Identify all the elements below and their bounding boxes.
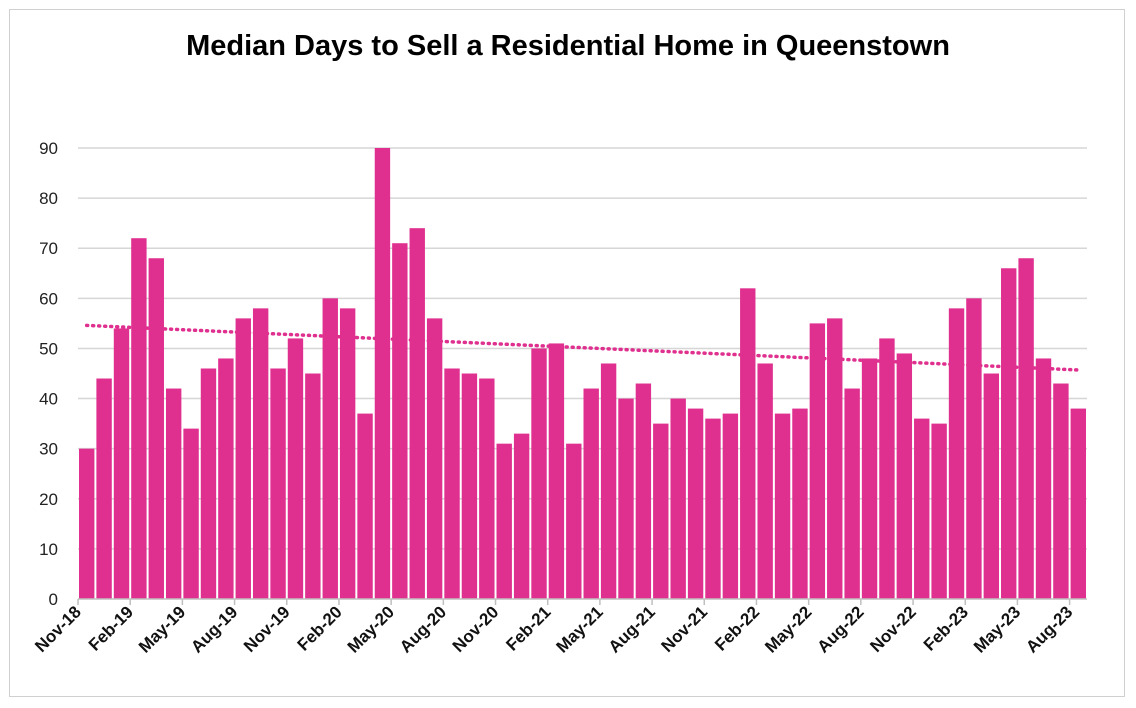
x-tick-label: Nov-20: [449, 602, 503, 656]
bar: [548, 343, 565, 599]
bar: [1018, 258, 1034, 599]
bar: [531, 348, 547, 599]
bar: [252, 308, 269, 599]
bar: [740, 288, 756, 599]
bar: [148, 258, 164, 599]
bar: [426, 318, 443, 599]
x-tick-label: Feb-19: [85, 602, 137, 654]
bar: [496, 443, 512, 599]
x-tick-label: May-23: [970, 602, 1024, 656]
bar: [357, 413, 373, 599]
bar: [113, 328, 130, 599]
trendline: [84, 323, 1081, 372]
bar: [618, 398, 634, 599]
bar: [931, 423, 947, 599]
bar: [96, 378, 112, 599]
x-tick-label: May-22: [761, 602, 815, 656]
bar: [879, 338, 895, 599]
bar: [479, 378, 495, 599]
bar: [374, 148, 391, 599]
bar: [583, 388, 599, 599]
bar: [218, 358, 234, 599]
bar: [513, 433, 530, 599]
y-tick-label: 0: [49, 590, 58, 609]
y-tick-label: 10: [39, 540, 58, 559]
y-tick-label: 50: [39, 339, 58, 358]
bar: [200, 368, 217, 599]
bar: [1053, 383, 1069, 599]
bar: [705, 418, 721, 599]
bar: [809, 323, 826, 599]
x-tick-label: Aug-22: [813, 602, 867, 656]
bar: [827, 318, 843, 599]
bar: [914, 418, 930, 599]
bar: [566, 443, 582, 599]
bar: [339, 308, 356, 599]
bar: [183, 428, 199, 599]
x-tick-label: Nov-21: [658, 602, 712, 656]
x-tick-label: Feb-20: [294, 602, 346, 654]
bar: [235, 318, 251, 599]
bar: [1070, 408, 1086, 599]
chart-frame: [9, 9, 1125, 697]
bar: [322, 298, 338, 599]
x-tick-label: Aug-21: [605, 602, 659, 656]
bar: [861, 358, 878, 599]
x-tick-label: Nov-18: [31, 602, 85, 656]
bar: [305, 373, 321, 599]
bar: [896, 353, 913, 599]
bar: [392, 243, 408, 599]
bar: [653, 423, 669, 599]
x-tick-label: Aug-23: [1022, 602, 1076, 656]
y-tick-label: 80: [39, 189, 58, 208]
bar: [844, 388, 860, 599]
x-tick-label: Aug-20: [396, 602, 450, 656]
bar: [1001, 268, 1017, 599]
bar: [79, 448, 95, 599]
x-tick-label: Feb-23: [920, 602, 972, 654]
bar: [270, 368, 286, 599]
y-tick-label: 60: [39, 289, 58, 308]
x-tick-label: May-19: [135, 602, 189, 656]
bar: [287, 338, 304, 599]
bar: [600, 363, 617, 599]
bar: [1035, 358, 1052, 599]
y-tick-label: 70: [39, 239, 58, 258]
bar: [444, 368, 460, 599]
bar: [131, 238, 147, 599]
x-tick-label: Aug-19: [187, 602, 241, 656]
bar: [409, 228, 425, 599]
chart-title: Median Days to Sell a Residential Home i…: [186, 30, 950, 62]
y-tick-label: 20: [39, 490, 58, 509]
bar: [966, 298, 982, 599]
bar: [635, 383, 652, 599]
y-tick-label: 40: [39, 390, 58, 409]
bar: [461, 373, 478, 599]
bar: [687, 408, 704, 599]
x-tick-label: Nov-19: [240, 602, 294, 656]
y-tick-label: 30: [39, 440, 58, 459]
x-tick-label: Feb-21: [502, 602, 554, 654]
bar: [722, 413, 739, 599]
x-tick-label: Nov-22: [866, 602, 920, 656]
bar: [983, 373, 1000, 599]
bar: [792, 408, 808, 599]
bar: [165, 388, 182, 599]
x-tick-label: Feb-22: [711, 602, 763, 654]
x-tick-label: May-20: [344, 602, 398, 656]
bar: [948, 308, 965, 599]
x-tick-label: May-21: [553, 602, 607, 656]
bar: [757, 363, 773, 599]
bar: [774, 413, 791, 599]
bar: [670, 398, 686, 599]
y-tick-label: 90: [39, 139, 58, 158]
